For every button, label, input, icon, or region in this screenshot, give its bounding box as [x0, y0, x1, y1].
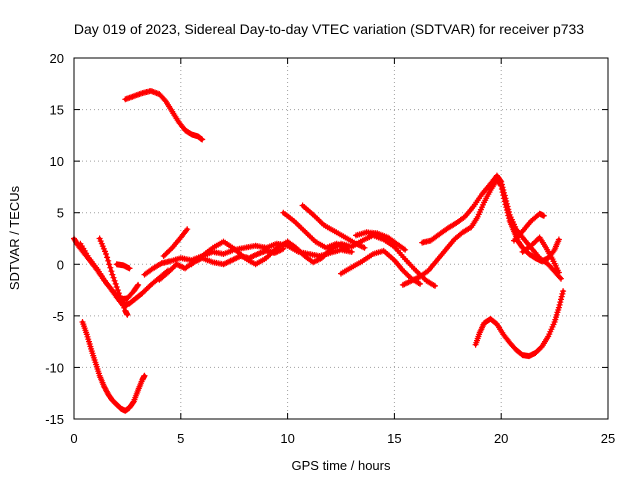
series-arc-right-3 [511, 210, 547, 244]
series-arc-early-loop [96, 235, 131, 318]
series-arc-right-low [472, 288, 567, 360]
series-arc-left-small [113, 261, 133, 272]
series-markers [472, 288, 567, 360]
series-arc-low [79, 319, 148, 414]
series-markers [77, 240, 142, 303]
series-arc-mid-8 [353, 229, 409, 253]
y-tick-label: -15 [45, 412, 64, 427]
series-line [473, 289, 565, 358]
plot-frame [73, 57, 609, 420]
series-arc-high [122, 88, 206, 143]
y-tick-label: -10 [45, 360, 64, 375]
series-group [71, 88, 567, 414]
series-markers [79, 319, 148, 414]
x-tick-label: 10 [280, 431, 294, 446]
series-arc-mid-3 [160, 226, 191, 259]
series-arc-mid-4 [188, 232, 438, 289]
axis-ticks: 0 5 10 15 20 25 -15 -10 -5 0 5 10 15 20 [45, 51, 615, 446]
series-markers [299, 202, 368, 251]
series-markers [511, 210, 547, 244]
series-markers [160, 226, 191, 259]
series-arc-early-dip [77, 240, 142, 303]
series-markers [113, 261, 133, 272]
series-arc-mid-6 [299, 202, 368, 251]
y-tick-label: 0 [57, 257, 64, 272]
x-tick-label: 20 [494, 431, 508, 446]
x-tick-label: 0 [70, 431, 77, 446]
grid [74, 58, 608, 419]
series-markers [353, 229, 409, 253]
x-tick-label: 25 [601, 431, 615, 446]
y-tick-label: 10 [50, 154, 64, 169]
series-markers [519, 234, 562, 276]
y-tick-label: 5 [57, 206, 64, 221]
y-axis-label: SDTVAR / TECUs [7, 185, 22, 290]
y-tick-label: 20 [50, 51, 64, 66]
chart-title: Day 019 of 2023, Sidereal Day-to-day VTE… [74, 21, 584, 37]
x-axis-label: GPS time / hours [292, 458, 391, 473]
series-markers [122, 88, 206, 143]
series-markers [280, 209, 351, 252]
x-tick-label: 15 [387, 431, 401, 446]
series-arc-mid-5 [280, 209, 351, 252]
x-tick-label: 5 [177, 431, 184, 446]
y-tick-label: -5 [52, 309, 64, 324]
y-tick-label: 15 [50, 103, 64, 118]
series-arc-right-4 [519, 234, 562, 276]
series-markers [188, 232, 438, 289]
